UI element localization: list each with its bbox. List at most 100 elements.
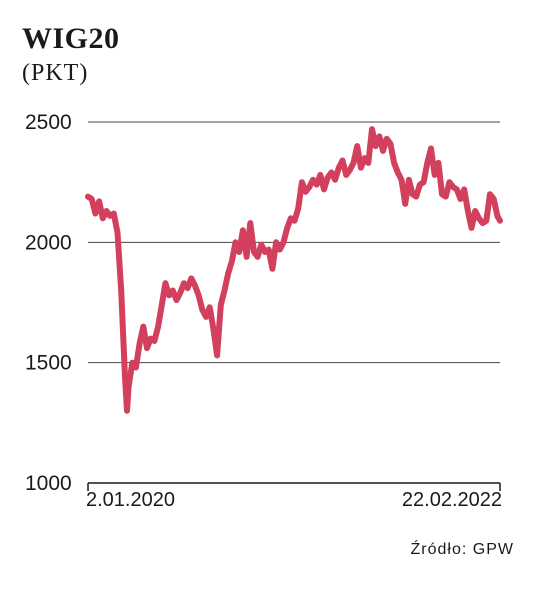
y-tick-label: 2000	[25, 231, 72, 254]
data-point	[207, 304, 213, 310]
data-point	[343, 172, 349, 178]
data-point	[181, 280, 187, 286]
data-point	[111, 210, 117, 217]
data-point	[299, 179, 305, 185]
data-point	[339, 157, 346, 164]
data-point	[133, 364, 139, 371]
data-point	[303, 189, 309, 195]
data-point	[273, 239, 279, 245]
plot-area	[85, 126, 503, 414]
data-point	[162, 280, 168, 286]
data-point	[192, 283, 198, 289]
data-point	[266, 247, 272, 253]
data-point	[122, 372, 128, 378]
y-axis: 2500 2000 1500 1000	[25, 111, 72, 495]
data-point	[185, 285, 191, 291]
data-point	[240, 227, 246, 233]
data-point	[428, 145, 434, 152]
series-line-wig20	[85, 126, 503, 414]
data-point	[295, 206, 301, 212]
data-point	[468, 225, 475, 231]
data-point	[277, 247, 283, 253]
data-point	[166, 292, 172, 298]
data-point	[151, 338, 157, 344]
x-end-label: 22.02.2022	[402, 489, 502, 511]
data-point	[443, 194, 449, 200]
data-point	[321, 186, 327, 192]
data-point	[387, 141, 393, 147]
data-point	[170, 287, 176, 294]
data-point	[177, 290, 183, 296]
data-point	[247, 220, 253, 226]
data-point	[421, 179, 427, 185]
data-point	[159, 302, 165, 308]
data-point	[221, 287, 228, 294]
data-point	[199, 307, 205, 313]
data-point	[232, 239, 239, 245]
data-point	[435, 160, 441, 166]
data-point	[148, 336, 154, 342]
data-point	[395, 169, 401, 176]
data-point	[137, 340, 143, 346]
data-point	[144, 345, 150, 351]
source-note: Źródło: GPW	[410, 541, 514, 558]
data-point	[354, 143, 360, 149]
data-point	[461, 186, 467, 192]
data-point	[450, 184, 456, 190]
data-point	[236, 249, 242, 255]
data-point	[284, 225, 290, 231]
data-point	[269, 266, 275, 272]
data-point	[140, 324, 146, 330]
data-point	[380, 148, 386, 154]
data-point	[472, 208, 478, 214]
data-point	[89, 196, 95, 202]
data-point	[362, 155, 368, 161]
data-point	[288, 215, 294, 221]
data-point	[229, 259, 235, 265]
data-point	[225, 271, 231, 277]
data-point	[124, 408, 130, 414]
y-tick-label: 2500	[25, 111, 72, 134]
data-point	[465, 208, 471, 214]
data-point	[413, 194, 419, 200]
data-point	[310, 177, 316, 183]
data-point	[280, 239, 287, 245]
data-point	[251, 249, 257, 255]
x-axis: 2.01.2020 22.02.2022	[86, 482, 502, 511]
data-point	[155, 324, 161, 330]
data-point	[107, 213, 113, 219]
data-point	[85, 194, 91, 200]
data-point	[129, 360, 135, 366]
data-point	[384, 136, 390, 142]
data-point	[210, 326, 216, 332]
data-point	[432, 172, 438, 178]
data-point	[262, 249, 268, 255]
y-tick-label: 1500	[25, 352, 72, 375]
data-point	[446, 179, 452, 185]
data-point	[100, 215, 106, 221]
data-point	[244, 254, 250, 260]
data-point	[454, 186, 460, 192]
data-point	[126, 384, 132, 390]
data-point	[92, 210, 98, 217]
data-point	[480, 220, 486, 226]
data-point	[325, 174, 331, 180]
data-point	[376, 133, 382, 139]
data-point	[402, 201, 408, 207]
gridlines	[88, 121, 500, 364]
data-point	[487, 191, 493, 197]
data-point	[365, 160, 371, 166]
data-point	[96, 198, 102, 204]
data-point	[497, 218, 503, 224]
data-point	[188, 275, 194, 281]
x-start-label: 2.01.2020	[86, 489, 175, 511]
data-point	[491, 196, 497, 202]
data-point	[258, 242, 264, 248]
data-point	[476, 215, 482, 221]
data-point	[314, 182, 320, 188]
data-point	[409, 191, 416, 197]
data-point	[417, 182, 423, 188]
data-point	[291, 218, 298, 224]
data-point	[203, 314, 209, 320]
